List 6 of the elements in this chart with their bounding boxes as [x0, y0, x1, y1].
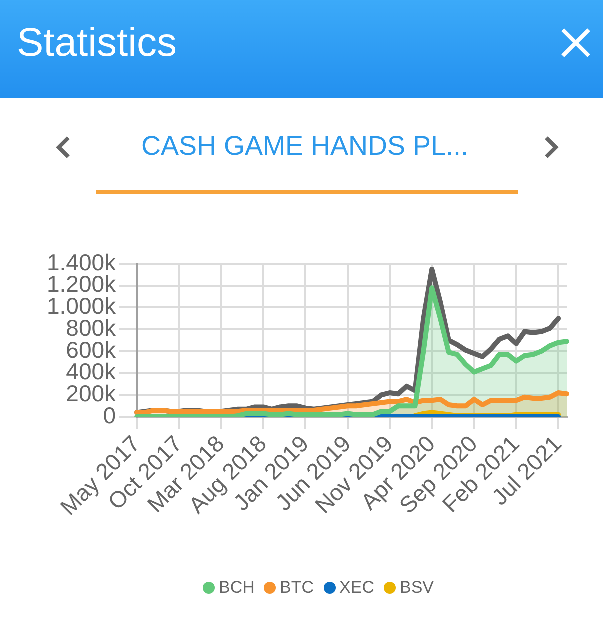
legend-label: XEC — [340, 578, 374, 598]
chart-title: Statistics — [17, 20, 178, 66]
legend-label: BTC — [280, 578, 314, 598]
legend-label: BSV — [400, 578, 434, 598]
chart-subtitle: CASH GAME HANDS PL... — [140, 130, 470, 163]
legend-label: BCH — [219, 578, 255, 598]
